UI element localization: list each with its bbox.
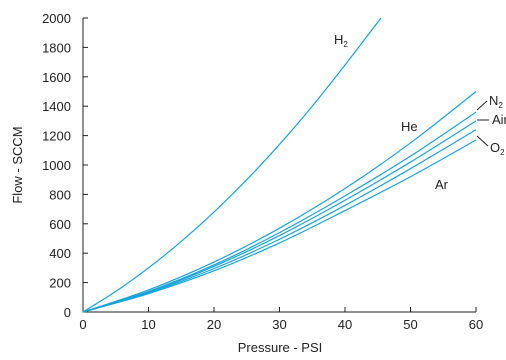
series-label-subscript: 2 bbox=[500, 148, 505, 157]
series-line-o2 bbox=[82, 129, 477, 313]
leader-line-n2 bbox=[476, 100, 488, 111]
y-tick-label: 1800 bbox=[42, 40, 71, 55]
series-label-subscript: 2 bbox=[343, 40, 348, 49]
series-label-ar: Ar bbox=[435, 177, 449, 192]
y-tick-label: 0 bbox=[64, 305, 71, 320]
x-axis-title: Pressure - PSI bbox=[238, 340, 323, 355]
x-tick-label: 0 bbox=[79, 317, 86, 332]
x-tick-label: 60 bbox=[469, 317, 483, 332]
curves bbox=[82, 17, 477, 313]
x-tick-label: 50 bbox=[403, 317, 417, 332]
series-label-n2: N2 bbox=[489, 93, 503, 110]
y-tick-label: 1000 bbox=[42, 158, 71, 173]
x-tick-label: 40 bbox=[338, 317, 352, 332]
y-tick-label: 1200 bbox=[42, 129, 71, 144]
y-tick-label: 400 bbox=[49, 246, 71, 261]
y-axis-title: Flow - SCCM bbox=[10, 126, 25, 203]
y-tick-label: 800 bbox=[49, 187, 71, 202]
y-tick-label: 1400 bbox=[42, 99, 71, 114]
leader-line-o2 bbox=[476, 135, 489, 147]
series-label-o2: O2 bbox=[490, 140, 505, 157]
series-labels: H2 He N2 Air O2 Ar bbox=[334, 32, 506, 192]
y-tick-label: 600 bbox=[49, 217, 71, 232]
ticks: 0 10 20 30 40 50 60020040060080010001200140016… bbox=[42, 11, 483, 332]
series-line-air bbox=[82, 120, 477, 313]
series-line-ar bbox=[82, 139, 477, 313]
series-label-subscript: 2 bbox=[498, 101, 503, 110]
series-line-h2 bbox=[82, 17, 382, 313]
series-label-he: He bbox=[401, 119, 418, 134]
series-label-air: Air bbox=[492, 112, 506, 127]
y-tick-label: 2000 bbox=[42, 11, 71, 26]
series-line-he bbox=[82, 91, 477, 313]
x-tick-label: 10 bbox=[141, 317, 155, 332]
y-tick-label: 200 bbox=[49, 276, 71, 291]
x-tick-label: 20 bbox=[207, 317, 221, 332]
y-tick-label: 1600 bbox=[42, 70, 71, 85]
series-label-h2: H2 bbox=[334, 32, 348, 49]
series-line-n2 bbox=[82, 111, 477, 313]
x-tick-label: 30 bbox=[272, 317, 286, 332]
